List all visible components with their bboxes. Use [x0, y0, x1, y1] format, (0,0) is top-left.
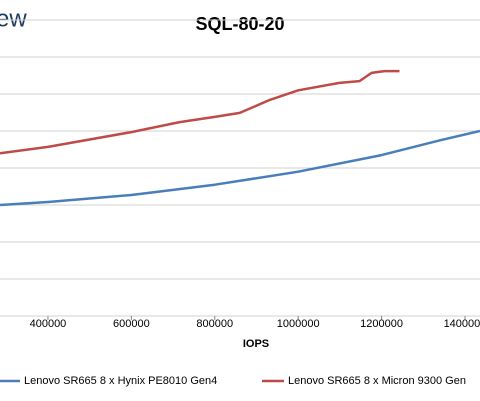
- legend-label: Lenovo SR665 8 x Micron 9300 Gen: [288, 375, 466, 387]
- x-tick-label: 600000: [113, 318, 150, 330]
- x-tick-label: 800000: [196, 318, 233, 330]
- chart-title: SQL-80-20: [195, 14, 284, 34]
- series-line: [0, 69, 400, 155]
- x-tick-label: 400000: [30, 318, 67, 330]
- logo: ew: [0, 5, 27, 32]
- legend-label: Lenovo SR665 8 x Hynix PE8010 Gen4: [24, 375, 217, 387]
- x-tick-label: 1200000: [360, 318, 403, 330]
- x-tick-label: 1400000: [444, 318, 480, 330]
- series-line: [0, 129, 480, 207]
- x-axis-label: IOPS: [243, 338, 269, 350]
- x-tick-label: 1000000: [277, 318, 320, 330]
